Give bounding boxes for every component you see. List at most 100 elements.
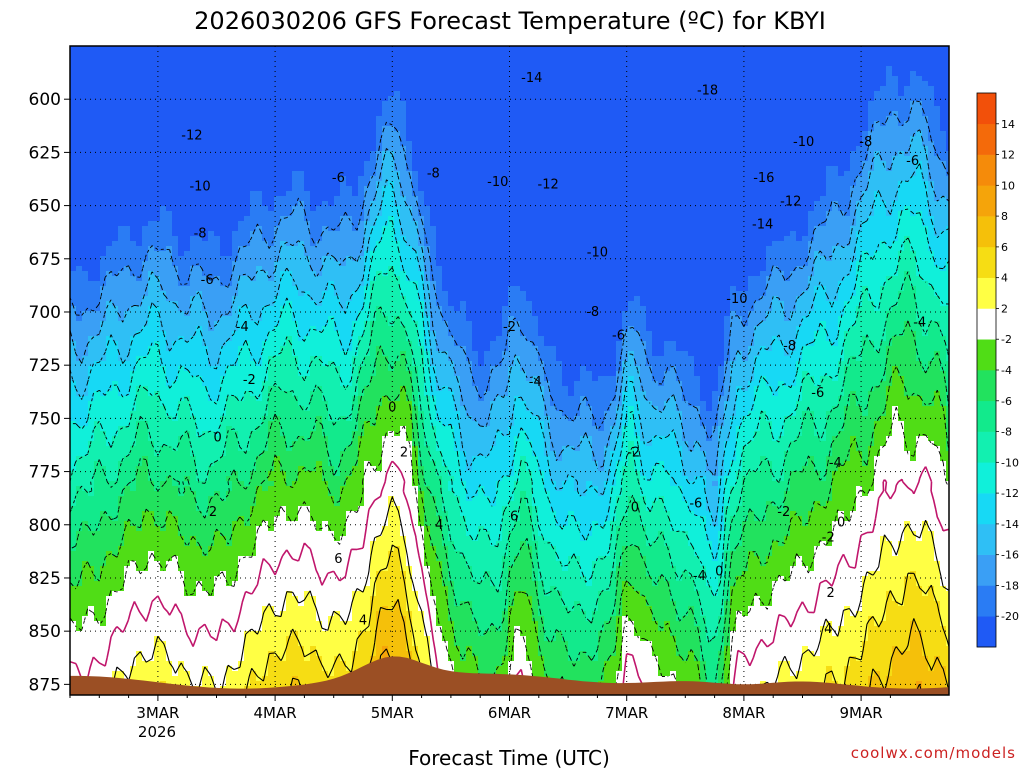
heat-cell: [292, 236, 299, 242]
heat-cell: [118, 626, 125, 632]
heat-cell: [124, 431, 131, 437]
heat-cell: [94, 471, 101, 477]
heat-cell: [82, 346, 89, 352]
heat-cell: [76, 366, 83, 372]
heat-cell: [244, 416, 251, 422]
heat-cell: [238, 96, 245, 102]
heat-cell: [130, 321, 137, 327]
heat-cell: [148, 96, 155, 102]
heat-cell: [196, 216, 203, 222]
heat-cell: [94, 566, 101, 572]
heat-cell: [172, 596, 179, 602]
heat-cell: [220, 511, 227, 517]
heat-cell: [124, 301, 131, 307]
heat-cell: [70, 51, 77, 57]
heat-cell: [244, 601, 251, 607]
heat-cell: [118, 71, 125, 77]
heat-cell: [112, 356, 119, 362]
heat-cell: [70, 211, 77, 217]
heat-cell: [184, 71, 191, 77]
heat-cell: [124, 266, 131, 272]
heat-cell: [148, 311, 155, 317]
heat-cell: [286, 56, 293, 62]
heat-cell: [94, 551, 101, 557]
heat-cell: [106, 326, 113, 332]
heat-cell: [292, 661, 299, 667]
heat-cell: [202, 271, 209, 277]
heat-cell: [154, 591, 161, 597]
heat-cell: [250, 241, 257, 247]
heat-cell: [160, 406, 167, 412]
heat-cell: [148, 396, 155, 402]
heat-cell: [298, 181, 305, 187]
heat-cell: [82, 646, 89, 652]
heat-cell: [148, 561, 155, 567]
heat-cell: [256, 516, 263, 522]
heat-cell: [136, 571, 143, 577]
heat-cell: [184, 351, 191, 357]
heat-cell: [154, 86, 161, 92]
heat-cell: [274, 456, 281, 462]
heat-cell: [154, 236, 161, 242]
heat-cell: [232, 181, 239, 187]
heat-cell: [130, 536, 137, 542]
heat-cell: [244, 321, 251, 327]
heat-cell: [190, 51, 197, 57]
heat-cell: [124, 201, 131, 207]
heat-cell: [274, 261, 281, 267]
heat-cell: [220, 136, 227, 142]
heat-cell: [292, 546, 299, 552]
heat-cell: [286, 541, 293, 547]
heat-cell: [280, 596, 287, 602]
heat-cell: [190, 621, 197, 627]
heat-cell: [148, 76, 155, 82]
heat-cell: [82, 406, 89, 412]
heat-cell: [178, 621, 185, 627]
heat-cell: [238, 241, 245, 247]
heat-cell: [88, 581, 95, 587]
heat-cell: [112, 586, 119, 592]
heat-cell: [196, 336, 203, 342]
heat-cell: [76, 521, 83, 527]
heat-cell: [82, 506, 89, 512]
heat-cell: [262, 561, 269, 567]
heat-cell: [100, 221, 107, 227]
heat-cell: [130, 376, 137, 382]
heat-cell: [172, 511, 179, 517]
heat-cell: [154, 401, 161, 407]
heat-cell: [130, 61, 137, 67]
heat-cell: [256, 461, 263, 467]
heat-cell: [88, 651, 95, 657]
heat-cell: [250, 321, 257, 327]
heat-cell: [178, 586, 185, 592]
heat-cell: [88, 186, 95, 192]
heat-cell: [148, 91, 155, 97]
heat-cell: [76, 96, 83, 102]
heat-cell: [238, 61, 245, 67]
heat-cell: [292, 411, 299, 417]
heat-cell: [88, 211, 95, 217]
heat-cell: [292, 456, 299, 462]
heat-cell: [160, 446, 167, 452]
heat-cell: [136, 526, 143, 532]
heat-cell: [268, 581, 275, 587]
heat-cell: [148, 156, 155, 162]
heat-cell: [262, 266, 269, 272]
heat-cell: [118, 616, 125, 622]
heat-cell: [82, 391, 89, 397]
heat-cell: [244, 66, 251, 72]
heat-cell: [154, 96, 161, 102]
heat-cell: [274, 86, 281, 92]
heat-cell: [82, 371, 89, 377]
heat-cell: [124, 396, 131, 402]
heat-cell: [124, 531, 131, 537]
heat-cell: [166, 496, 173, 502]
heat-cell: [268, 196, 275, 202]
heat-cell: [250, 141, 257, 147]
heat-cell: [154, 276, 161, 282]
heat-cell: [106, 661, 113, 667]
heat-cell: [82, 546, 89, 552]
heat-cell: [88, 286, 95, 292]
heat-cell: [136, 151, 143, 157]
heat-cell: [94, 211, 101, 217]
